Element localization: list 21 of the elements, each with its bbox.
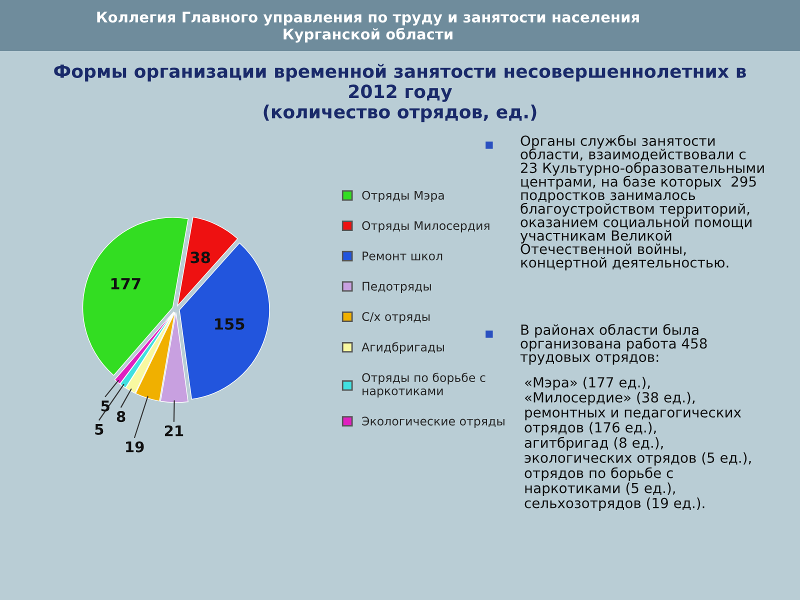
text: «Мэра» (177 ед.), «Милосердие» (38 ед.), ремонтных и педагогических отрядов (176 ед.), агитбригад (8 ед.), экологических отрядов (5 ед.), отрядов по борьбе с наркотиками (5 ед.), сельхозотрядов (19 ед.). [524, 376, 751, 511]
legend-label: С/х отряды [362, 312, 430, 324]
legend-label: Отряды Мэра [362, 190, 444, 202]
legend-label: Отряды по борьбе с наркотиками [362, 372, 486, 398]
legend-label: Отряды Милосердия [362, 221, 490, 232]
data-label: 38 [190, 252, 210, 264]
data-label: 8 [116, 411, 126, 422]
text: Коллегия Главного управления по труду и занятости населения Курганской области [97, 12, 639, 43]
legend-label: Ремонт школ [362, 252, 442, 260]
data-label: 5 [95, 424, 104, 435]
legend-label: Экологические отряды [362, 416, 504, 428]
legend-label: Педотряды [362, 282, 431, 293]
data-label: 19 [126, 441, 144, 452]
data-label: 177 [111, 278, 140, 290]
data-label: 5 [101, 400, 110, 412]
chart-title: Формы организации временной занятости несовершеннолетних в 2012 году (количество отрядов, ед.) [54, 64, 746, 122]
data-label: 155 [215, 318, 244, 330]
data-label: 21 [164, 425, 184, 436]
legend-label: Агидбригады [362, 342, 444, 354]
text: В районах области была организована работа 458 трудовых отрядов: [520, 324, 707, 365]
text: Органы службы занятости области, взаимодействовали с 23 Культурно-образовательными центрами, на базе которых 295 подростков занималось благоустройством территорий, оказанием социальной помощи участникам Великой Отечественной войны, концертной деятельностью. [520, 135, 764, 270]
